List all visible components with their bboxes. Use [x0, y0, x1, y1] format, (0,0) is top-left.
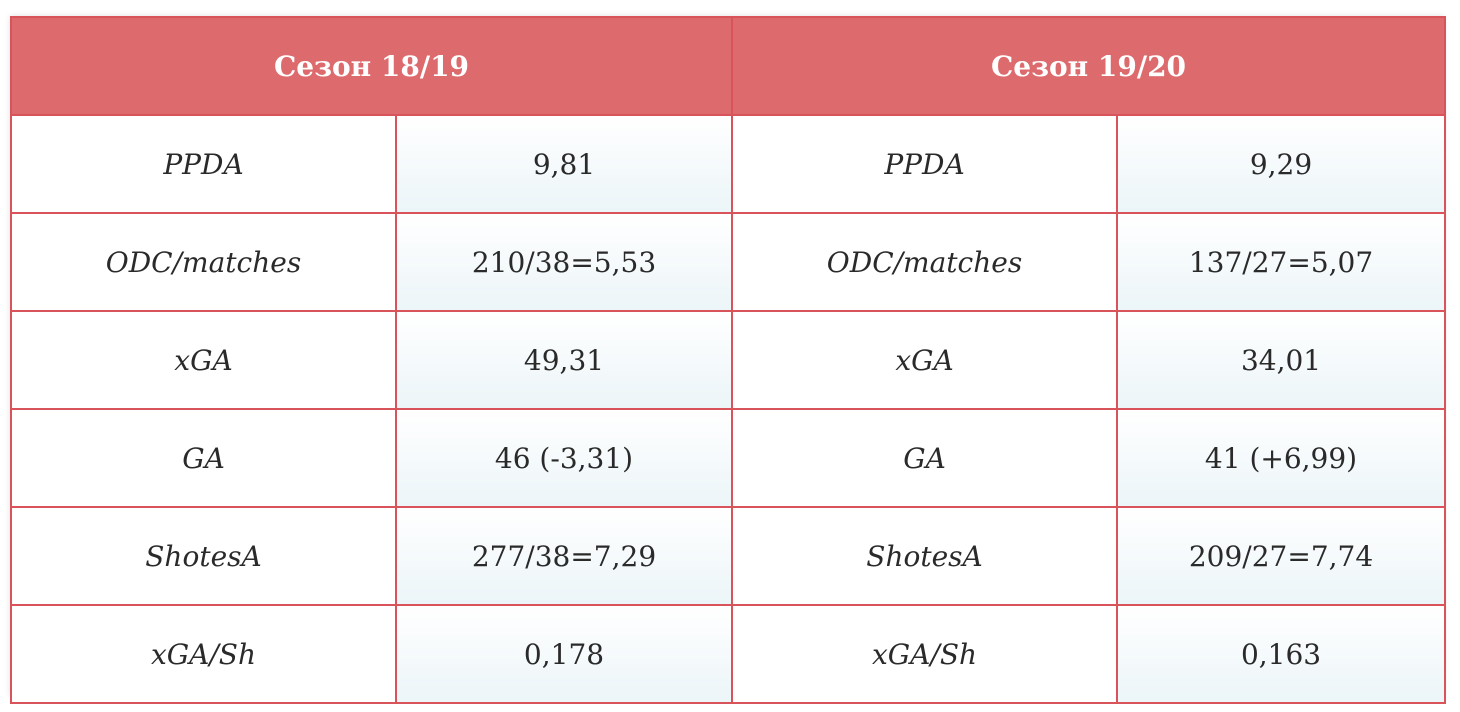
table-row: ODC/matches 210/38=5,53 ODC/matches 137/… [10, 212, 1447, 312]
season-header-1920: Сезон 19/20 [731, 16, 1447, 116]
metric-label: ShotesA [10, 506, 397, 606]
metric-value: 34,01 [1116, 310, 1447, 410]
metric-label: xGA [10, 310, 397, 410]
stats-table-container: Сезон 18/19 Сезон 19/20 PPDA 9,81 PPDA 9… [9, 16, 1447, 704]
metric-label: xGA [731, 310, 1119, 410]
header-row: Сезон 18/19 Сезон 19/20 [9, 16, 1447, 116]
table-row: PPDA 9,81 PPDA 9,29 [10, 114, 1447, 214]
metric-value: 0,178 [394, 604, 734, 704]
metric-value: 209/27=7,74 [1116, 506, 1447, 606]
season-comparison-table: Сезон 18/19 Сезон 19/20 PPDA 9,81 PPDA 9… [9, 16, 1447, 704]
metric-value: 277/38=7,29 [394, 506, 734, 606]
table-row: ShotesA 277/38=7,29 ShotesA 209/27=7,74 [10, 506, 1447, 606]
metric-label: PPDA [731, 114, 1119, 214]
metric-value: 9,29 [1116, 114, 1447, 214]
metric-value: 41 (+6,99) [1116, 408, 1447, 508]
metric-value: 49,31 [394, 310, 734, 410]
metric-value: 210/38=5,53 [394, 212, 734, 312]
table-row: GA 46 (-3,31) GA 41 (+6,99) [10, 408, 1447, 508]
table-row: xGA 49,31 xGA 34,01 [10, 310, 1447, 410]
metric-label: xGA/Sh [731, 604, 1119, 704]
metric-label: ShotesA [731, 506, 1119, 606]
metric-value: 0,163 [1116, 604, 1447, 704]
metric-label: GA [731, 408, 1119, 508]
metric-label: PPDA [10, 114, 397, 214]
metric-label: ODC/matches [10, 212, 397, 312]
metric-value: 137/27=5,07 [1116, 212, 1447, 312]
metric-value: 46 (-3,31) [394, 408, 734, 508]
metric-label: ODC/matches [731, 212, 1119, 312]
table-row: xGA/Sh 0,178 xGA/Sh 0,163 [10, 604, 1447, 704]
metric-value: 9,81 [394, 114, 734, 214]
season-header-1819: Сезон 18/19 [9, 16, 734, 116]
metric-label: GA [10, 408, 397, 508]
metric-label: xGA/Sh [10, 604, 397, 704]
